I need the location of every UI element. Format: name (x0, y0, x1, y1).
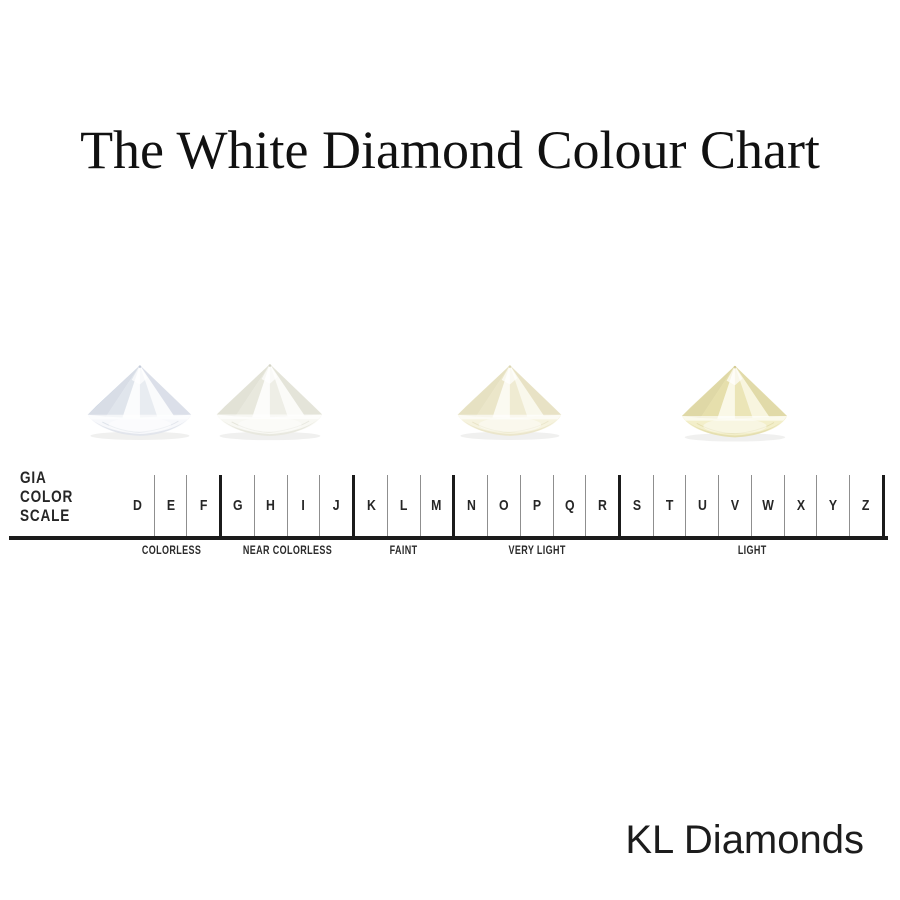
category-label-near-colorless: NEAR COLORLESS (222, 542, 355, 558)
grade-cell-F: F (187, 475, 223, 536)
grade-letter: D (133, 497, 143, 514)
grade-letter: K (366, 497, 376, 514)
gia-scale-label-line: GIA (20, 468, 47, 487)
category-label-faint: FAINT (354, 542, 454, 558)
grade-cell-D: D (122, 475, 155, 536)
category-label-colorless: COLORLESS (122, 542, 222, 558)
gia-scale-label-line: SCALE (20, 506, 71, 525)
grade-cell-I: I (288, 475, 321, 536)
grade-cell-Z: Z (850, 475, 885, 536)
diamond-faint-image (457, 365, 562, 440)
diamond-near-colorless-image (216, 364, 323, 441)
grade-letter: L (399, 497, 408, 514)
grade-letter: O (499, 497, 509, 514)
grade-letter: H (266, 497, 276, 514)
grade-cell-U: U (686, 475, 720, 536)
page-title: The White Diamond Colour Chart (80, 120, 820, 180)
grade-cell-E: E (155, 475, 188, 536)
grade-letter: Q (564, 497, 575, 514)
grade-letter: T (665, 497, 674, 514)
grade-letter: I (301, 497, 306, 514)
grade-cell-H: H (255, 475, 288, 536)
diamond-light-image (681, 365, 788, 442)
grade-letter: F (199, 497, 208, 514)
grade-cell-T: T (654, 475, 687, 536)
grade-cell-S: S (621, 475, 654, 536)
diamond-colorless-image (87, 365, 192, 440)
grade-cell-J: J (320, 475, 356, 536)
grade-cell-W: W (752, 475, 785, 536)
scale-cells: D E F G H I J K L M N O P Q R S T U V W X Y Z (122, 475, 885, 536)
grade-letter: P (532, 497, 541, 514)
grade-cell-N: N (455, 475, 489, 536)
grade-letter: M (431, 497, 442, 514)
diamond-light (678, 362, 790, 442)
category-label-text: FAINT (390, 543, 418, 557)
diamond-near-colorless (213, 359, 325, 442)
grade-cell-G: G (222, 475, 255, 536)
grade-letter: Z (862, 497, 870, 514)
grade-cell-Q: Q (554, 475, 587, 536)
category-label-text: LIGHT (737, 543, 767, 557)
category-label-text: VERY LIGHT (508, 543, 566, 557)
grade-cell-L: L (388, 475, 421, 536)
grade-cell-X: X (785, 475, 818, 536)
grade-letter: E (166, 497, 175, 514)
grade-letter: U (697, 497, 707, 514)
grade-cell-V: V (719, 475, 752, 536)
scale-categories: COLORLESS NEAR COLORLESS FAINT VERY LIGHT LI… (122, 542, 885, 558)
grade-letter: X (796, 497, 805, 514)
grade-cell-K: K (355, 475, 388, 536)
gia-scale-label: GIA COLOR SCALE (20, 468, 73, 525)
grade-letter: S (632, 497, 641, 514)
grade-letter: W (762, 497, 774, 514)
grade-cell-O: O (488, 475, 521, 536)
category-label-text: NEAR COLORLESS (243, 543, 333, 557)
grade-cell-Y: Y (817, 475, 851, 536)
gia-scale-label-line: COLOR (20, 487, 74, 506)
grade-cell-P: P (521, 475, 554, 536)
grade-letter: N (466, 497, 476, 514)
grade-letter: V (730, 497, 740, 514)
category-label-light: LIGHT (620, 542, 885, 558)
diamond-colorless (84, 361, 194, 441)
grade-cell-M: M (421, 475, 456, 536)
grade-letter: R (597, 497, 607, 514)
brand-name: KL Diamonds (625, 818, 864, 862)
category-label-text: COLORLESS (142, 543, 202, 557)
grade-letter: J (332, 497, 340, 514)
grade-cell-R: R (586, 475, 622, 536)
grade-letter: Y (829, 497, 838, 514)
diamonds-row (84, 359, 790, 442)
diamond-faint (454, 361, 564, 441)
category-label-very-light: VERY LIGHT (454, 542, 620, 558)
grade-letter: G (233, 497, 243, 514)
scale-baseline (9, 536, 888, 540)
